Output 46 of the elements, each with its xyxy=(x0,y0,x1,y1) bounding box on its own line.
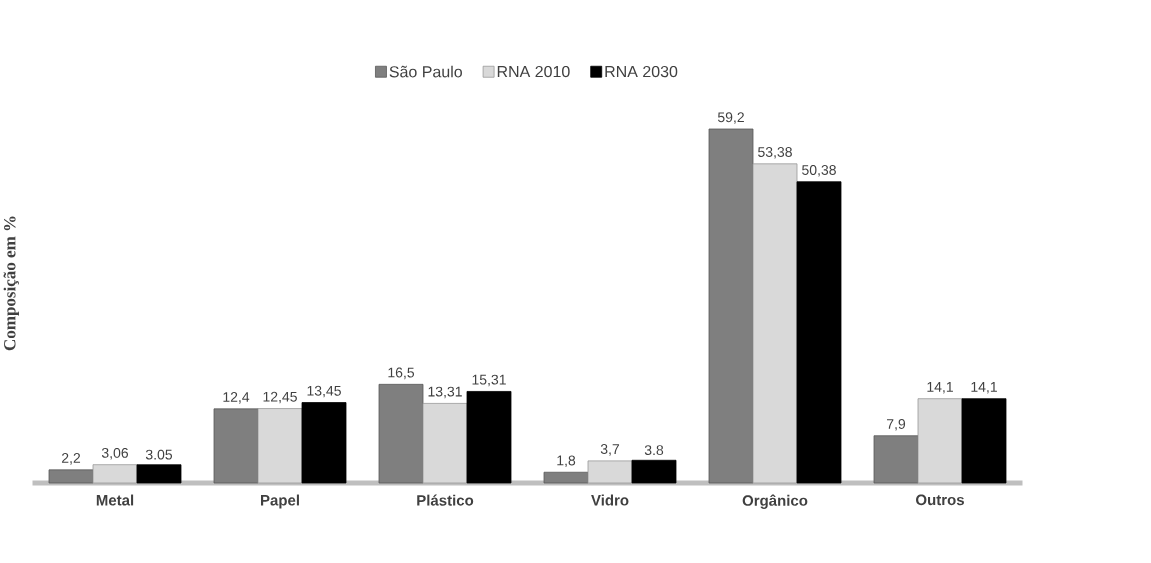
legend-label: RNA 2030 xyxy=(605,65,678,78)
bar xyxy=(873,435,919,484)
bar xyxy=(796,181,842,484)
data-label: 3.05 xyxy=(145,449,173,460)
bar xyxy=(301,402,347,484)
x-tick-label: Orgânico xyxy=(742,494,808,509)
bar xyxy=(92,464,138,484)
bar xyxy=(543,471,589,484)
data-label: 14,1 xyxy=(927,382,953,394)
bar xyxy=(136,464,182,484)
bar xyxy=(752,163,798,484)
y-axis-title: Composição em % xyxy=(3,216,19,351)
data-label: 13,31 xyxy=(428,386,462,399)
bar xyxy=(587,460,633,484)
bar xyxy=(961,398,1007,484)
bar xyxy=(466,391,512,484)
bar xyxy=(422,403,468,484)
bar xyxy=(257,408,303,484)
data-label: 50,38 xyxy=(802,164,836,177)
bar xyxy=(378,383,424,484)
data-label: 3,7 xyxy=(600,444,620,456)
data-label: 1,8 xyxy=(557,455,576,468)
bar xyxy=(917,398,963,484)
data-label: 2,2 xyxy=(61,453,81,465)
data-label: 53,38 xyxy=(758,147,792,159)
legend-label: São Paulo xyxy=(389,65,462,78)
data-label: 59,2 xyxy=(717,112,744,124)
bar xyxy=(631,459,677,484)
x-tick-label: Vidro xyxy=(591,494,629,506)
data-label: 13,45 xyxy=(307,385,341,398)
bar xyxy=(708,128,754,484)
x-tick-label: Metal xyxy=(96,494,134,506)
data-label: 16,5 xyxy=(388,367,415,380)
x-tick-label: Plástico xyxy=(417,494,474,506)
data-label: 12,4 xyxy=(223,392,250,404)
x-tick-label: Outros xyxy=(916,494,964,506)
bar xyxy=(213,408,259,484)
data-label: 14,1 xyxy=(971,382,997,394)
data-label: 12,45 xyxy=(263,391,297,404)
data-label: 15,31 xyxy=(472,374,506,387)
bar xyxy=(48,469,94,484)
x-tick-label: Papel xyxy=(261,494,299,509)
legend-label: RNA 2010 xyxy=(497,65,570,78)
data-label: 3.8 xyxy=(644,445,664,456)
data-label: 3,06 xyxy=(101,447,129,460)
data-label: 7,9 xyxy=(887,418,906,431)
